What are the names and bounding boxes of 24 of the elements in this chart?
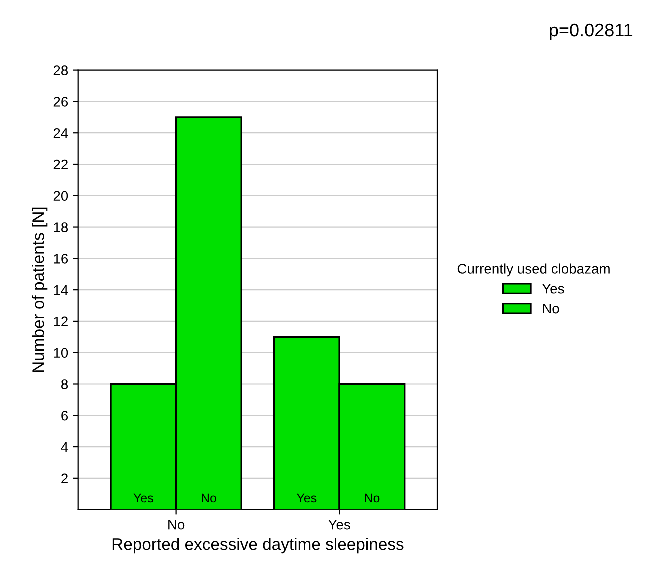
y-tick-label: 26	[54, 97, 68, 107]
y-tick-label: 2	[62, 474, 68, 484]
y-tick-label: 6	[62, 410, 68, 421]
y-tick-label: 22	[54, 160, 68, 170]
text: Yes	[134, 494, 154, 503]
y-tick-label: 20	[54, 191, 68, 202]
legend-label: No	[543, 304, 560, 314]
y-tick-label: 8	[62, 380, 68, 390]
legend-label: Yes	[542, 284, 564, 294]
y-tick-label: 10	[54, 348, 68, 358]
y-tick-label: 12	[54, 316, 68, 326]
y-tick-label: 28	[54, 66, 68, 76]
legend-title: Currently used clobazam	[458, 264, 610, 277]
text: Yes	[296, 494, 317, 503]
y-tick-label: 14	[54, 286, 68, 296]
y-tick-label: 18	[54, 222, 68, 232]
text: No	[365, 494, 380, 503]
text: p=0.02811	[550, 24, 633, 40]
x-axis-title: Reported excessive daytime sleepiness	[112, 538, 404, 554]
y-tick-label: 4	[61, 442, 68, 452]
y-tick-label: 16	[54, 254, 68, 264]
y-tick-label: 24	[54, 128, 68, 138]
y-axis-title: Number of patients [N]	[32, 208, 48, 372]
text: No	[202, 494, 216, 503]
